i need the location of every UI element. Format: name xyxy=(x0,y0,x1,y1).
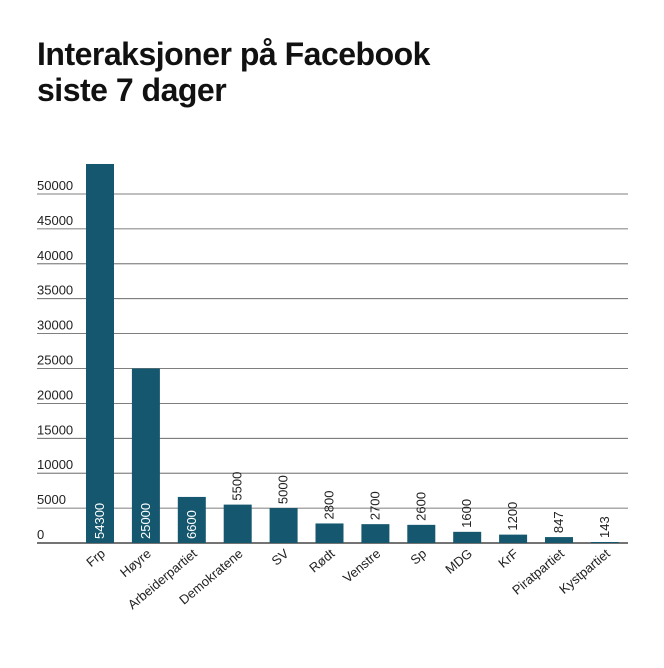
bar-frp xyxy=(86,163,114,543)
bar-arbeiderpartiet xyxy=(177,496,206,543)
category-label: Rødt xyxy=(306,546,338,576)
value-label: 2700 xyxy=(367,491,382,520)
value-label: 847 xyxy=(551,511,566,533)
bars xyxy=(86,163,619,543)
y-tick-label: 45000 xyxy=(37,213,73,228)
y-tick-label: 15000 xyxy=(37,422,73,437)
category-label: KrF xyxy=(495,546,521,571)
value-label: 143 xyxy=(597,516,612,538)
chart-title-line-2: siste 7 dager xyxy=(37,72,227,108)
bar-mdg xyxy=(453,531,482,543)
y-tick-label: 35000 xyxy=(37,283,73,298)
category-label: Venstre xyxy=(340,546,383,586)
y-tick-label: 30000 xyxy=(37,318,73,333)
chart-title-line-1: Interaksjoner på Facebook xyxy=(37,36,430,72)
y-tick-label: 0 xyxy=(37,527,44,542)
value-label: 5500 xyxy=(230,472,245,501)
bar-krf xyxy=(499,534,528,543)
bar-piratpartiet xyxy=(545,537,573,543)
value-label: 1600 xyxy=(459,499,474,528)
value-label: 1200 xyxy=(505,502,520,531)
y-tick-label: 5000 xyxy=(37,492,66,507)
category-label: Piratpartiet xyxy=(509,546,567,598)
y-tick-label: 50000 xyxy=(37,178,73,193)
value-labels: 54300 25000 6600 5500 5000 2800 2700 2600 1600 12… xyxy=(92,472,612,539)
bar-kystpartiet xyxy=(590,542,619,543)
category-label: Sp xyxy=(407,546,429,568)
category-label: MDG xyxy=(442,546,475,577)
y-axis-ticks: 0 5000 10000 15000 20000 25000 30000 35000 40000… xyxy=(37,178,73,542)
value-label: 54300 xyxy=(92,503,107,539)
value-label: 2800 xyxy=(322,491,337,520)
y-tick-label: 40000 xyxy=(37,248,73,263)
category-label: Frp xyxy=(83,546,108,570)
bar-rødt xyxy=(315,523,344,543)
bar-sv xyxy=(269,508,298,543)
value-label: 6600 xyxy=(184,510,199,539)
bar-demokratene xyxy=(223,504,252,543)
category-label: Kystpartiet xyxy=(556,546,613,597)
bar-venstre xyxy=(361,524,390,543)
value-label: 5000 xyxy=(276,475,291,504)
value-label: 25000 xyxy=(138,503,153,539)
bar-sp xyxy=(407,524,436,543)
chart-title: Interaksjoner på Facebook siste 7 dager xyxy=(37,36,430,108)
y-tick-label: 10000 xyxy=(37,457,73,472)
y-tick-label: 20000 xyxy=(37,387,73,402)
y-tick-label: 25000 xyxy=(37,353,73,368)
bar-høyre xyxy=(131,368,160,543)
category-label: Høyre xyxy=(117,546,154,580)
category-label: SV xyxy=(269,546,292,569)
value-label: 2600 xyxy=(413,492,428,521)
